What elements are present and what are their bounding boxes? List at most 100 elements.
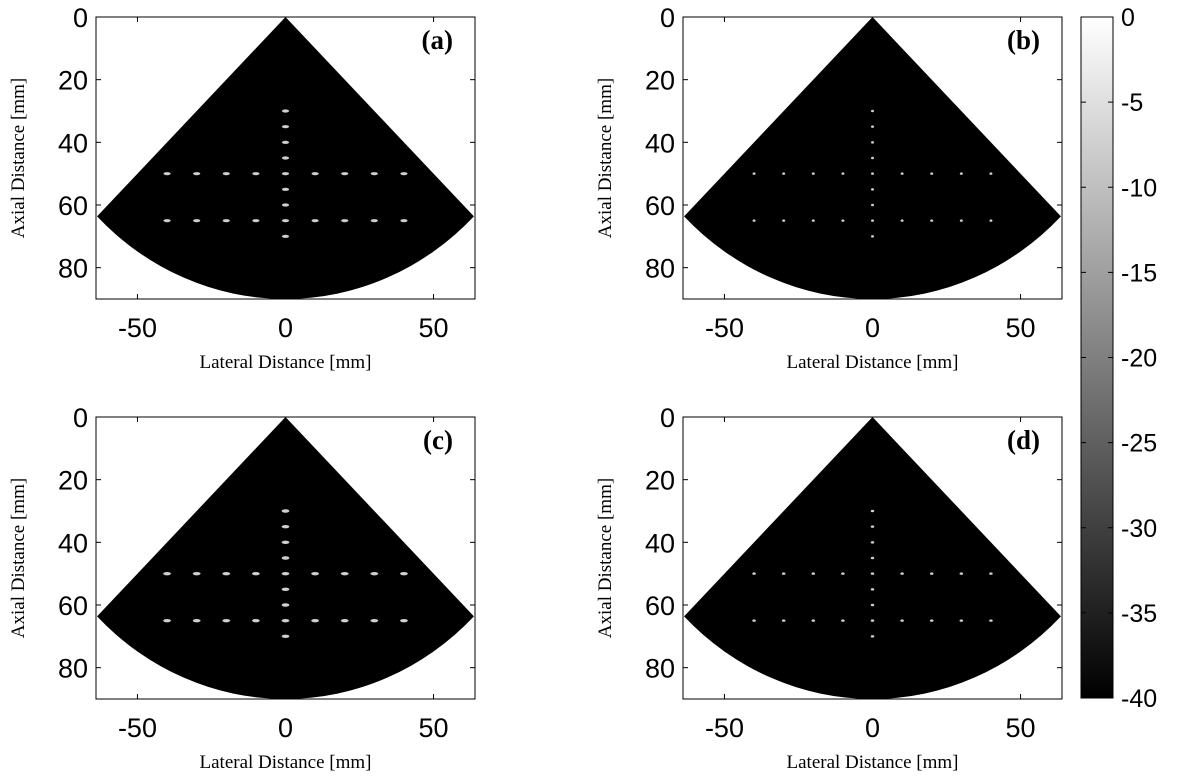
scatterer-point [340, 571, 349, 576]
panel-d: 0 20 40 60 80 -50 0 50 Lateral Distance [mm] Axia… [595, 403, 1063, 773]
panel-label: (a) [422, 25, 453, 55]
scatterer-point [222, 618, 231, 623]
scatterer-point [192, 571, 201, 576]
y-tick-label: 0 [660, 3, 675, 33]
y-tick-label: 60 [645, 191, 675, 221]
scatterer-point [871, 109, 874, 113]
scatterer-point [281, 140, 290, 144]
y-tick-label: 40 [645, 128, 675, 158]
y-tick-label: 0 [660, 403, 675, 433]
scatterer-point [281, 524, 290, 529]
scatterer-point [281, 187, 290, 191]
scatterer-point [870, 588, 875, 591]
scatterer-point [811, 219, 815, 222]
scatterer-point [870, 509, 875, 513]
x-tick-label: 50 [1006, 313, 1036, 343]
scatterer-point [222, 571, 231, 576]
scatterer-point [871, 125, 874, 128]
y-tick-label: 60 [645, 591, 675, 621]
x-tick-label: 0 [278, 713, 293, 743]
scatterer-point [281, 571, 290, 576]
panel-a: 0 20 40 60 80 -50 0 50 Lateral Distance [mm] Axia… [8, 3, 476, 373]
scatterer-point [871, 156, 874, 160]
x-axis-label: Lateral Distance [mm] [200, 752, 372, 773]
scatterer-point [163, 571, 171, 576]
scatterer-point [841, 172, 845, 175]
x-tick-label: -50 [118, 313, 157, 343]
scatterer-point [222, 219, 230, 223]
scatterer-point [193, 172, 201, 176]
scatterer-point [959, 219, 963, 222]
y-tick-label: 20 [645, 466, 675, 496]
colorbar-tick-label: -15 [1121, 259, 1157, 287]
y-tick-label: 80 [645, 654, 675, 684]
scatterer-point [281, 587, 290, 592]
y-tick-label: 0 [73, 403, 88, 433]
scatterer-point [281, 219, 290, 223]
scatterer-point [400, 571, 408, 576]
x-tick-label: 0 [865, 313, 880, 343]
scatterer-point [870, 572, 875, 575]
scatterer-point [870, 619, 875, 622]
scatterer-point [900, 172, 904, 175]
x-axis-label: Lateral Distance [mm] [200, 352, 372, 373]
colorbar-tick-label: -20 [1121, 345, 1157, 373]
scatterer-point [341, 219, 349, 223]
scatterer-point [871, 141, 874, 144]
y-axis-label: Axial Distance [mm] [8, 478, 29, 638]
scatterer-point [959, 172, 963, 175]
scatterer-point [871, 188, 874, 191]
scatterer-point [281, 234, 290, 238]
x-tick-label: 0 [865, 713, 880, 743]
y-tick-label: 0 [73, 3, 88, 33]
scatterer-point [752, 572, 756, 575]
x-axis-label: Lateral Distance [mm] [787, 352, 959, 373]
scatterer-point [281, 109, 290, 113]
scatterer-point [311, 219, 319, 223]
scatterer-point [281, 203, 290, 207]
scatterer-point [752, 219, 756, 222]
y-tick-label: 40 [645, 528, 675, 558]
panel-label: (d) [1007, 425, 1040, 455]
scatterer-point [340, 618, 349, 623]
scatterer-point [900, 219, 904, 222]
colorbar-tick-label: -40 [1121, 685, 1157, 713]
colorbar-tick-label: -25 [1121, 430, 1157, 458]
scatterer-point [252, 172, 260, 176]
scatterer-point [811, 572, 816, 575]
scatterer-point [870, 556, 875, 560]
scatterer-point [929, 572, 934, 575]
scatterer-point [193, 219, 201, 223]
scatterer-point [871, 172, 874, 175]
scatterer-point [871, 203, 874, 207]
panel-c: 0 20 40 60 80 -50 0 50 Lateral Distance [mm] Axia… [8, 403, 476, 773]
scatterer-point [222, 172, 230, 176]
scatterer-point [400, 618, 408, 623]
scatterer-point [752, 619, 756, 622]
scatterer-point [370, 219, 378, 223]
x-tick-label: 50 [419, 313, 449, 343]
scatterer-point [281, 540, 290, 545]
y-axis-label: Axial Distance [mm] [595, 478, 616, 638]
scatterer-point [781, 619, 786, 622]
y-tick-label: 40 [58, 528, 88, 558]
scatterer-point [989, 219, 993, 222]
scatterer-point [163, 219, 171, 223]
scatterer-point [192, 618, 201, 623]
scatterer-point [400, 219, 408, 223]
x-axis-label: Lateral Distance [mm] [787, 752, 959, 773]
scatterer-point [782, 219, 786, 222]
colorbar-tick-label: -5 [1121, 89, 1143, 117]
scatterer-point [930, 219, 934, 222]
y-axis-label: Axial Distance [mm] [8, 78, 29, 238]
scatterer-point [930, 172, 934, 175]
y-tick-label: 80 [645, 254, 675, 284]
scatterer-point [252, 618, 260, 623]
scatterer-point [870, 525, 875, 528]
scatterer-point [900, 619, 904, 622]
scatterer-point [781, 572, 786, 575]
y-tick-label: 60 [58, 591, 88, 621]
scatterer-point [929, 619, 934, 622]
panel-label: (b) [1007, 25, 1040, 55]
y-tick-label: 80 [58, 654, 88, 684]
